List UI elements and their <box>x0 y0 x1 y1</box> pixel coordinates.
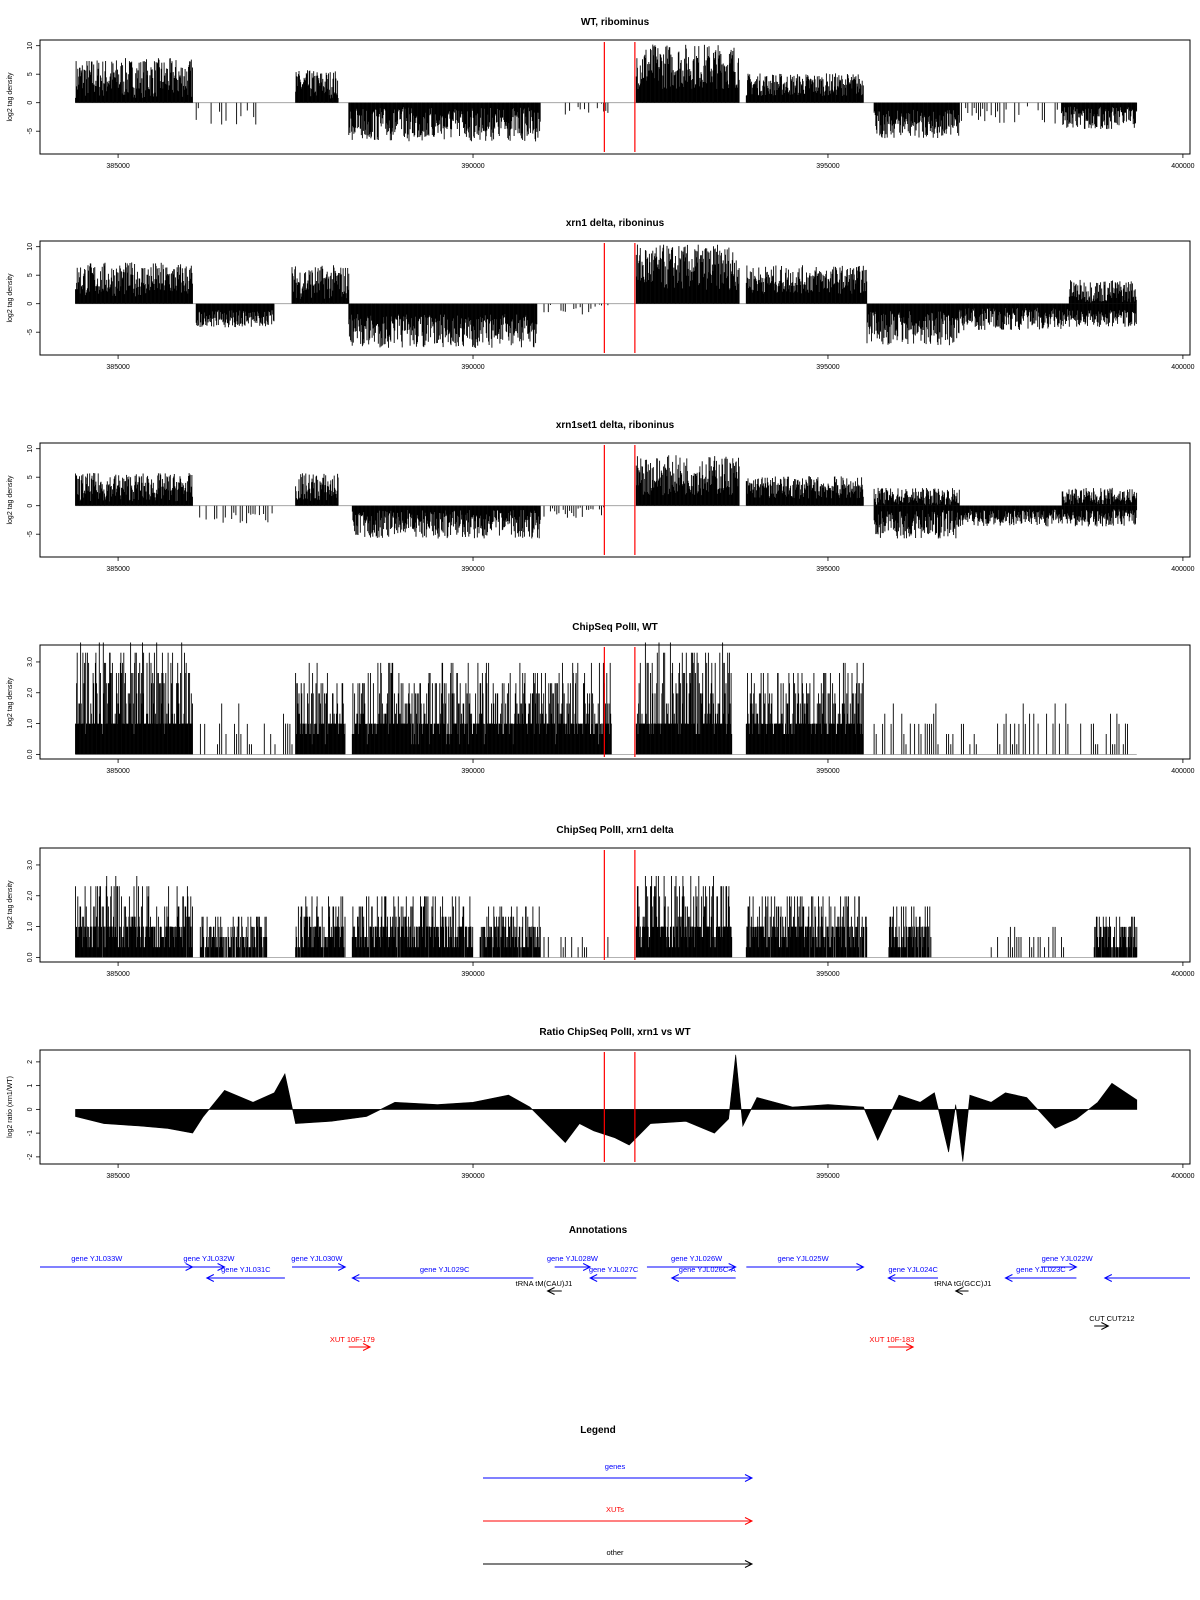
panel-title: xrn1set1 delta, riboninus <box>556 420 675 431</box>
x-tick-label: 385000 <box>106 364 129 371</box>
plot-frame <box>39 39 1191 155</box>
y-tick-label: 5 <box>27 72 34 76</box>
panel-title: WT, ribominus <box>581 17 650 28</box>
y-tick-label: 10 <box>27 445 34 453</box>
y-tick-label: 0 <box>27 101 34 105</box>
panel-2: xrn1 delta, riboninus 385000 390000 395000 4… <box>7 218 1195 371</box>
panel-1: WT, ribominus 385000 390000 395000 400000 -5 0… <box>7 17 1195 170</box>
y-tick-label: -5 <box>27 329 34 335</box>
y-axis-label: log2 tag density <box>7 72 14 122</box>
y-tick-label: 0 <box>27 504 34 508</box>
x-tick-label: 385000 <box>106 566 129 573</box>
y-tick-label: 10 <box>27 243 34 251</box>
x-tick-label: 390000 <box>461 364 484 371</box>
y-tick-label: 5 <box>27 273 34 277</box>
y-axis-label: log2 tag density <box>7 273 14 323</box>
x-tick-label: 385000 <box>106 163 129 170</box>
y-tick-label: 5 <box>27 475 34 479</box>
x-tick-label: 400000 <box>1171 364 1194 371</box>
x-tick-label: 395000 <box>816 566 839 573</box>
panel-title: xrn1 delta, riboninus <box>566 218 665 229</box>
track-panels: WT, ribominus 385000 390000 395000 400000 -5 0… <box>7 17 1195 1180</box>
y-tick-label: -5 <box>27 531 34 537</box>
y-tick-label: 10 <box>27 42 34 50</box>
plot-frame <box>39 240 1191 356</box>
panel-title: ChipSeq PolII, WT <box>572 622 658 633</box>
plot-frame <box>39 442 1191 558</box>
y-tick-label: 0 <box>27 302 34 306</box>
x-tick-label: 395000 <box>816 364 839 371</box>
y-tick-label: -5 <box>27 128 34 134</box>
y-axis-label: log2 tag density <box>7 475 14 525</box>
x-tick-label: 400000 <box>1171 566 1194 573</box>
x-tick-label: 390000 <box>461 163 484 170</box>
x-tick-label: 400000 <box>1171 163 1194 170</box>
panel-3: xrn1set1 delta, riboninus 385000 390000 395… <box>7 420 1195 573</box>
x-tick-label: 390000 <box>461 566 484 573</box>
x-tick-label: 395000 <box>816 163 839 170</box>
plot-frame <box>39 644 1191 760</box>
